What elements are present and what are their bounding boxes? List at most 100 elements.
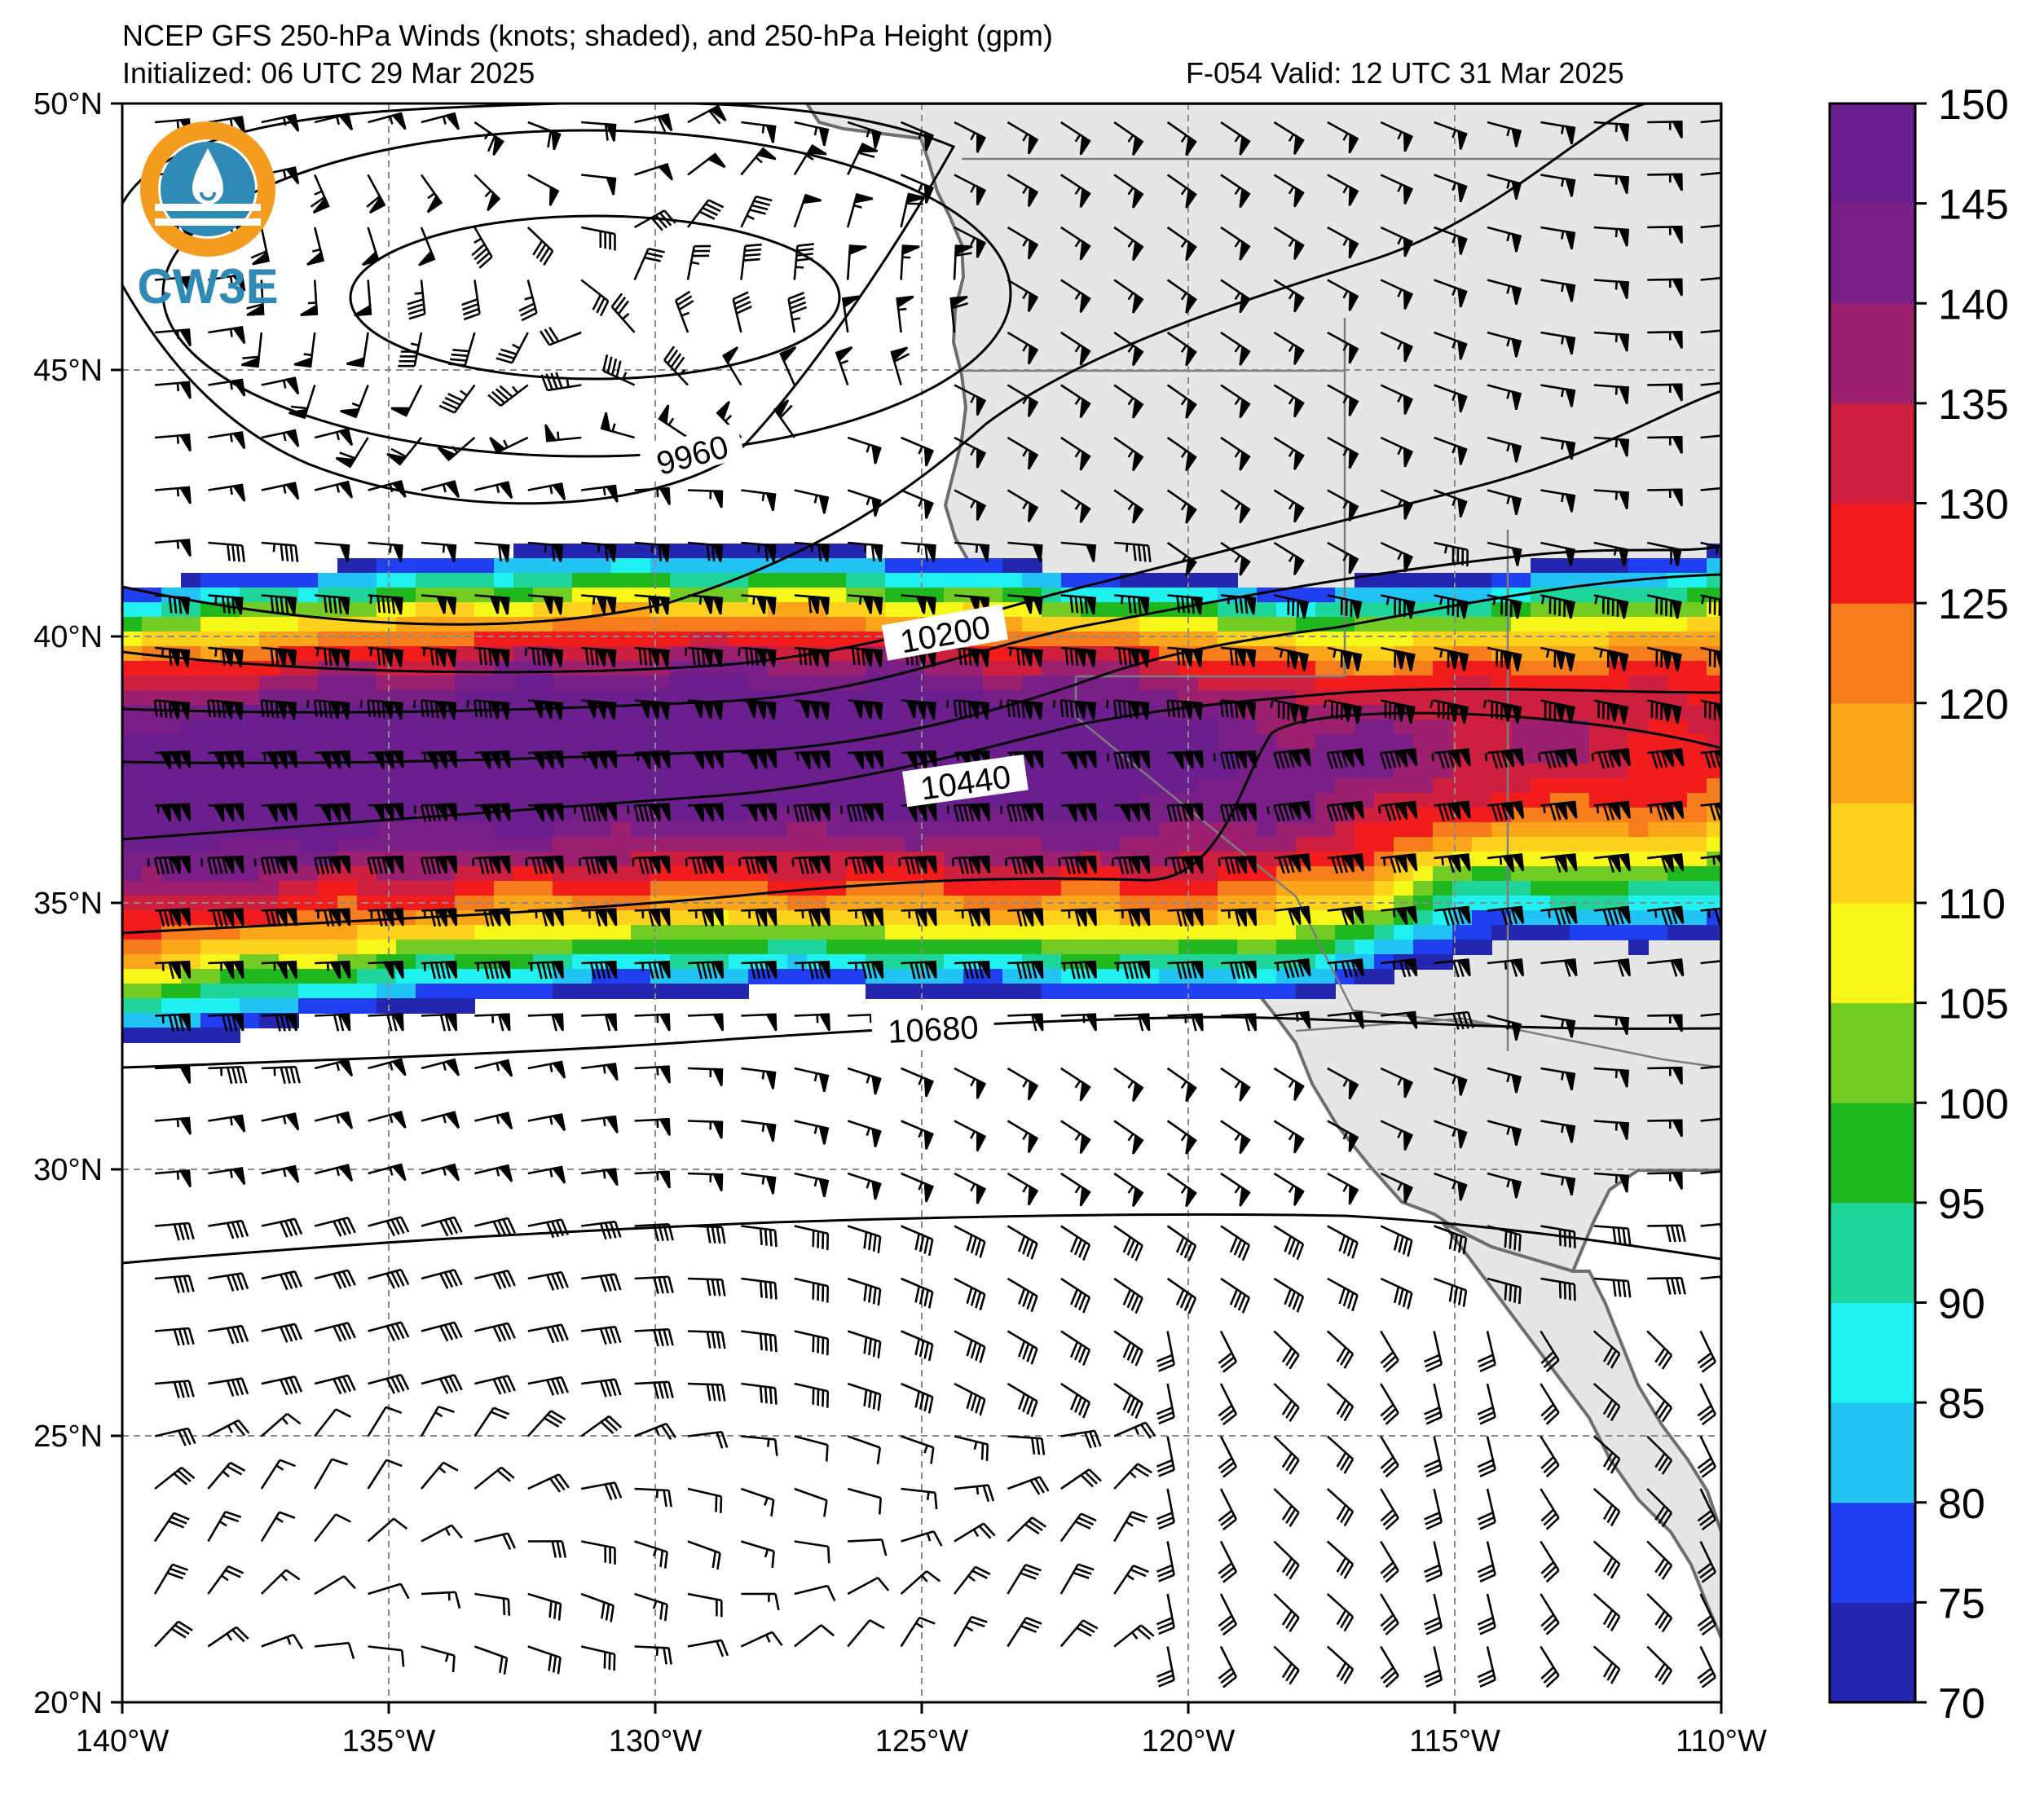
wind-barb-flag xyxy=(976,500,987,522)
wind-shade-cell xyxy=(1159,881,1179,896)
wind-shade-cell xyxy=(455,984,475,999)
wind-shade-cell xyxy=(1198,720,1218,735)
wind-shade-cell xyxy=(1413,602,1434,618)
wind-shade-cell xyxy=(1374,573,1394,588)
wind-shade-cell xyxy=(572,866,592,882)
wind-shade-cell xyxy=(1237,837,1258,852)
wind-shade-cell xyxy=(240,632,260,647)
wind-shade-cell xyxy=(1237,822,1258,838)
wind-barb-feather xyxy=(1074,292,1081,300)
wind-shade-cell xyxy=(1120,720,1140,735)
wind-shade-cell xyxy=(1296,940,1316,955)
wind-shade-cell xyxy=(1413,925,1434,940)
wind-shade-cell xyxy=(729,705,749,720)
wind-barb-feather xyxy=(336,116,341,125)
wind-barb-feather xyxy=(229,1169,233,1178)
wind-shade-cell xyxy=(455,925,475,940)
wind-barb-feather xyxy=(648,247,665,253)
wind-shade-cell xyxy=(377,984,397,999)
wind-shade-cell xyxy=(1022,573,1042,588)
wind-shade-cell xyxy=(572,910,592,926)
wind-barb-feather xyxy=(289,544,294,562)
wind-shade-cell xyxy=(396,837,416,852)
wind-barb-flag xyxy=(1726,907,1736,923)
wind-shade-cell xyxy=(435,837,456,852)
wind-barb-flag xyxy=(1565,335,1576,355)
wind-shade-cell xyxy=(611,690,632,706)
wind-barb-flag xyxy=(498,481,513,500)
wind-shade-cell xyxy=(748,925,769,940)
wind-shade-cell xyxy=(337,558,358,574)
wind-barb-feather xyxy=(1614,1122,1619,1131)
wind-shade-cell xyxy=(1315,925,1336,940)
wind-shade-cell xyxy=(572,602,592,618)
wind-shade-cell xyxy=(1002,617,1023,632)
wind-shade-cell xyxy=(1022,837,1042,852)
wind-shade-cell xyxy=(1315,602,1336,618)
wind-barb-feather xyxy=(970,394,976,403)
wind-shade-cell xyxy=(318,837,338,852)
wind-barb-flag xyxy=(231,431,246,450)
wind-shade-cell xyxy=(1511,676,1531,691)
wind-shade-cell xyxy=(689,822,710,838)
wind-shade-cell xyxy=(1100,778,1121,794)
wind-shade-cell xyxy=(1628,690,1649,706)
wind-barb-flag xyxy=(806,143,827,156)
wind-barb-feather xyxy=(615,360,622,377)
wind-barb-flag xyxy=(1293,554,1305,575)
wind-shade-cell xyxy=(396,558,416,574)
wind-barb-flag xyxy=(1293,502,1305,523)
wind-barb-flag xyxy=(1672,435,1683,454)
wind-barb-feather xyxy=(222,596,226,614)
wind-shade-cell xyxy=(1531,646,1551,662)
wind-shade-cell xyxy=(259,896,280,911)
wind-shade-cell xyxy=(826,558,847,574)
wind-barb-feather xyxy=(736,305,752,315)
wind-shade-cell xyxy=(1178,676,1199,691)
wind-barb xyxy=(464,332,476,366)
wind-shade-cell xyxy=(1648,778,1668,794)
wind-shade-cell xyxy=(1061,764,1081,779)
wind-barb-flag xyxy=(1132,134,1144,156)
wind-shade-cell xyxy=(1511,661,1531,676)
wind-shade-cell xyxy=(729,808,749,823)
wind-shade-cell xyxy=(533,617,553,632)
wind-shade-cell xyxy=(709,632,729,647)
wind-shade-cell xyxy=(963,881,984,896)
wind-shade-cell xyxy=(787,764,808,779)
wind-barb-flag xyxy=(976,185,987,206)
wind-barb-feather xyxy=(604,544,609,561)
wind-barb-flag xyxy=(1022,595,1033,614)
wind-shade-cell xyxy=(455,705,475,720)
wind-shade-cell xyxy=(1002,837,1023,852)
wind-shade-cell xyxy=(1413,646,1434,662)
wind-shade-cell xyxy=(357,822,377,838)
wind-shade-cell xyxy=(670,910,690,926)
wind-shade-cell xyxy=(572,705,592,720)
wind-shade-cell xyxy=(670,925,690,940)
wind-shade-cell xyxy=(1374,925,1394,940)
wind-barb-flag xyxy=(901,244,920,256)
wind-shade-cell xyxy=(122,954,143,970)
wind-barb-flag xyxy=(437,446,457,462)
wind-shade-cell xyxy=(1198,837,1218,852)
wind-shade-cell xyxy=(1628,617,1649,632)
wind-shade-cell xyxy=(1550,778,1570,794)
wind-barb-feather xyxy=(1452,340,1457,349)
wind-shade-cell xyxy=(1472,573,1492,588)
wind-shade-cell xyxy=(1296,690,1316,706)
wind-shade-cell xyxy=(240,984,260,999)
wind-barb-flag xyxy=(1403,288,1414,310)
wind-shade-cell xyxy=(650,837,671,852)
wind-barb-flag xyxy=(1132,398,1144,419)
wind-shade-cell xyxy=(1218,720,1238,735)
wind-shade-cell xyxy=(181,998,201,1014)
wind-shade-cell xyxy=(1276,764,1297,779)
wind-shade-cell xyxy=(572,881,592,896)
wind-barb-feather xyxy=(678,369,686,376)
wind-barb-flag xyxy=(1565,283,1576,302)
wind-shade-cell xyxy=(533,778,553,794)
wind-shade-cell xyxy=(748,720,769,735)
wind-shade-cell xyxy=(220,573,240,588)
wind-shade-cell xyxy=(1257,852,1277,867)
